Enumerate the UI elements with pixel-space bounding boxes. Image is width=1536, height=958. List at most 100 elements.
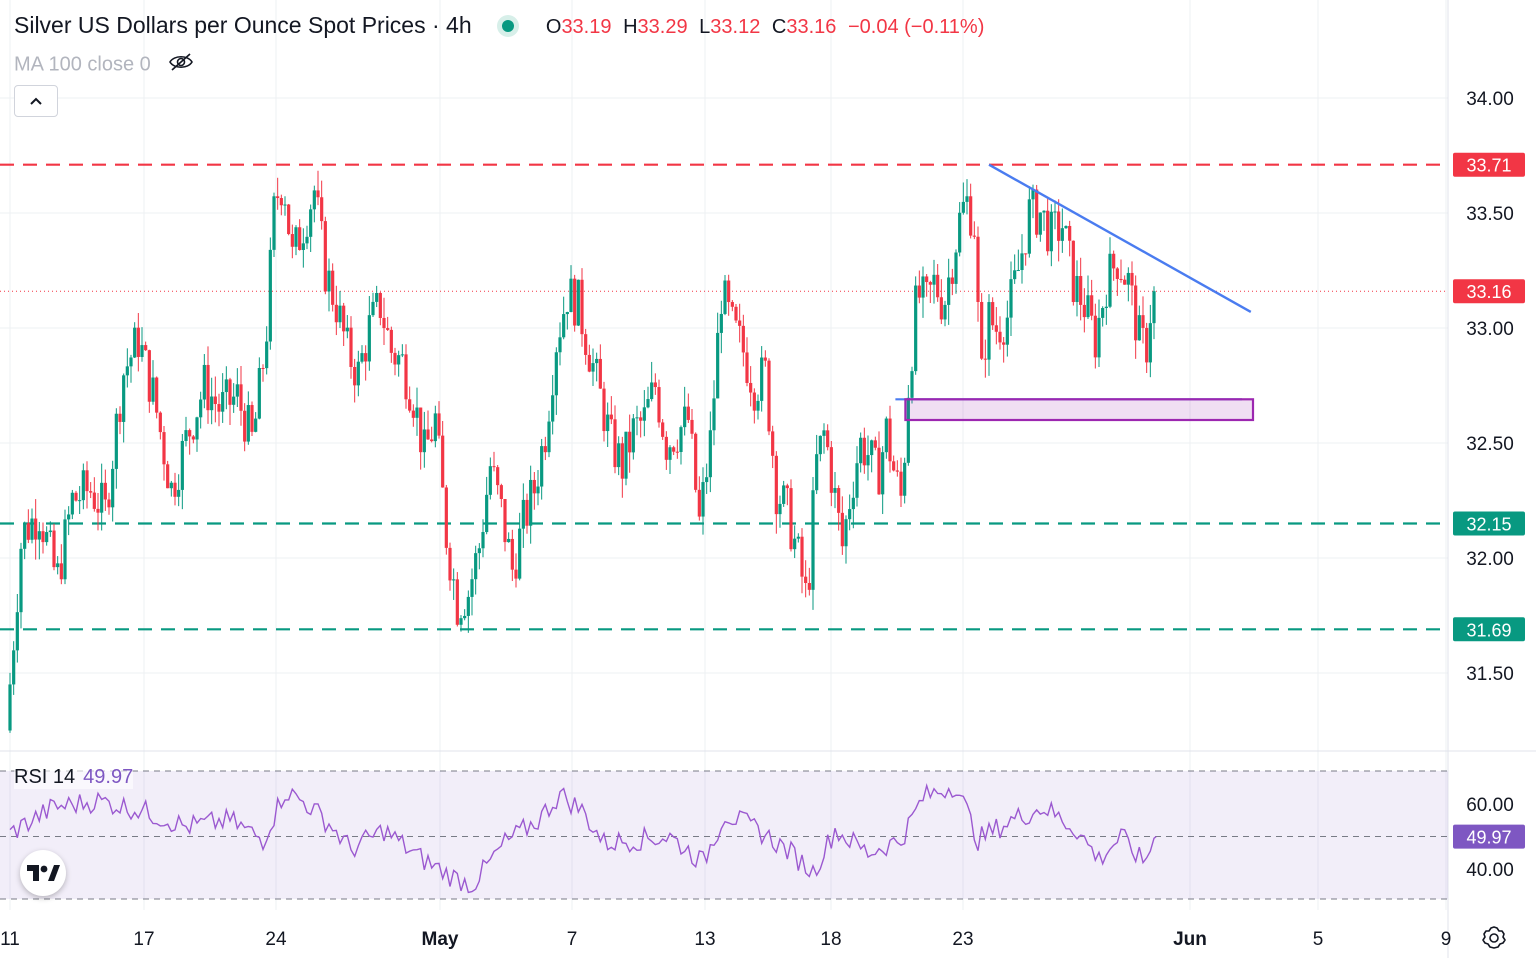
rsi-legend[interactable]: RSI 14 49.97 [14,766,134,789]
candle-body [485,494,489,533]
candle-body [892,461,896,471]
candle-body [925,276,929,283]
candle-body [111,468,115,508]
candle-body [129,357,133,367]
candle-body [177,489,181,497]
candle-body [371,301,375,316]
candle-body [807,583,811,590]
candle-body [382,317,386,329]
candle-body [620,443,624,479]
collapse-legend-button[interactable] [14,85,58,117]
candle-body [166,464,170,489]
candle-body [345,327,349,332]
candle-body [771,431,775,456]
candle-body [34,518,38,540]
settings-gear-icon[interactable] [1480,924,1508,957]
candle-body [85,470,89,492]
candle-body [180,440,184,490]
candle-body [870,440,874,456]
candle-body [243,410,247,442]
candle-body [235,384,239,397]
ma-label: MA 100 close 0 [14,53,151,76]
rsi-value: 49.97 [83,766,134,788]
candle-body [694,433,698,490]
candle-body [551,395,555,422]
candle-body [936,274,940,298]
y-tick-label: 32.00 [1466,549,1514,570]
candle-body [507,538,511,543]
candle-body [712,398,716,431]
candle-body [866,455,870,466]
candle-body [448,547,452,581]
current-price-tag [1453,279,1525,304]
candle-body [800,536,804,577]
eye-off-icon[interactable] [168,52,194,78]
candle-body [272,196,276,250]
candle-body [785,485,789,489]
candle-body [356,361,360,386]
candle-body [15,612,19,651]
y-tick-label: 32.50 [1466,434,1514,455]
candle-body [1119,278,1123,280]
candle-body [393,352,397,365]
candle-body [1024,253,1028,255]
candle-body [749,382,753,393]
candle-body [1126,272,1130,285]
candle-body [452,579,456,581]
candle-body [675,451,679,453]
x-tick-label: 18 [820,929,841,950]
candle-body [1020,253,1024,271]
candle-body [921,276,925,298]
candle-body [624,431,628,479]
candle-body [1005,317,1009,345]
candle-body [987,302,991,360]
candle-body [1123,279,1127,285]
candle-body [569,278,573,313]
market-status-icon [501,19,514,32]
candle-body [833,488,837,493]
candle-body [881,452,885,495]
candle-body [228,379,232,405]
ma-indicator-legend[interactable]: MA 100 close 0 [14,52,194,78]
candle-body [136,327,140,357]
candle-body [499,485,503,499]
candle-body [246,405,250,442]
y-tick-label: 33.00 [1466,319,1514,340]
candle-body [327,270,331,292]
candles [8,170,1156,733]
candle-body [961,201,965,213]
symbol-title[interactable]: Silver US Dollars per Ounce Spot Prices … [14,12,472,38]
candle-body [679,427,683,453]
candle-body [239,384,243,411]
candle-body [829,447,833,493]
candle-body [664,436,668,460]
tradingview-logo[interactable] [20,850,66,896]
candle-body [576,279,580,326]
x-tick-label: 13 [694,929,715,950]
candle-body [323,221,327,292]
candle-body [972,235,976,237]
y-tick-label: 33.50 [1466,204,1514,225]
candle-body [125,366,129,376]
candle-body [903,462,907,496]
candle-body [41,531,45,543]
candle-body [998,331,1002,343]
candle-body [133,327,137,358]
candle-body [492,466,496,468]
candle-body [518,528,522,579]
rsi-tag [1453,824,1525,849]
candle-body [598,358,602,389]
candle-body [1130,272,1134,286]
candle-body [910,371,914,398]
candle-body [529,479,533,526]
rsi-series [9,782,1157,894]
candle-body [353,366,357,386]
candle-body [30,518,34,540]
candle-body [796,536,800,539]
candle-body [1112,253,1116,269]
candle-body [628,431,632,453]
rsi-tick-label: 60.00 [1466,795,1514,816]
candle-body [334,304,338,323]
